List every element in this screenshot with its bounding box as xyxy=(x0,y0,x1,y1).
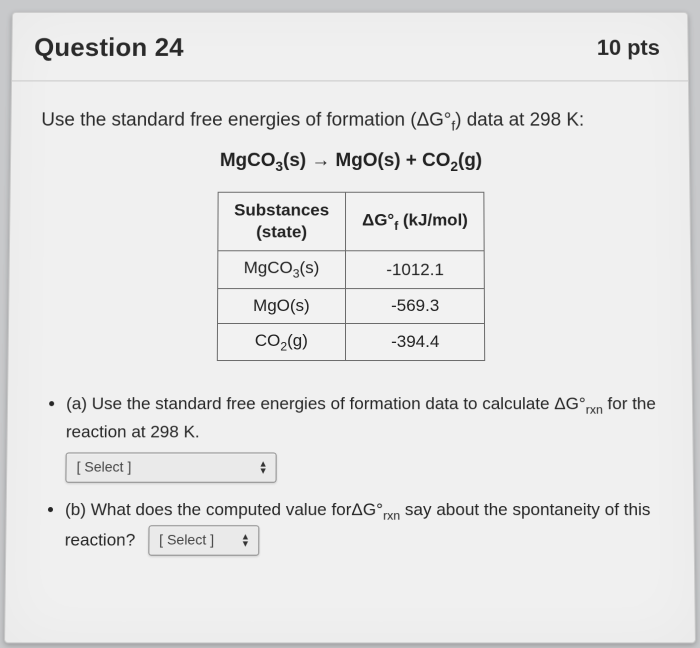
table-row: MgO(s) -569.3 xyxy=(217,288,485,323)
select-placeholder: [ Select ] xyxy=(76,456,131,478)
substance-cell: MgO(s) xyxy=(217,288,345,323)
table-row: MgCO3(s) -1012.1 xyxy=(217,251,484,288)
select-arrows-icon: ▲▼ xyxy=(241,534,250,548)
parts-list: (a) Use the standard free energies of fo… xyxy=(36,391,665,556)
value-cell: -394.4 xyxy=(346,323,485,360)
part-b: (b) What does the computed value forΔG°r… xyxy=(65,497,666,556)
col-deltag-header: ΔG°f (kJ/mol) xyxy=(346,192,485,251)
part-a: (a) Use the standard free energies of fo… xyxy=(65,391,664,482)
part-a-select[interactable]: [ Select ] ▲▼ xyxy=(65,452,276,482)
value-cell: -1012.1 xyxy=(346,251,485,288)
part-b-select[interactable]: [ Select ] ▲▼ xyxy=(148,525,259,555)
value-cell: -569.3 xyxy=(346,288,485,323)
select-placeholder: [ Select ] xyxy=(159,530,214,552)
substance-cell: MgCO3(s) xyxy=(217,251,345,288)
part-a-text: (a) Use the standard free energies of fo… xyxy=(66,394,656,442)
question-card: Question 24 10 pts Use the standard free… xyxy=(4,12,696,643)
table-row: CO2(g) -394.4 xyxy=(217,323,485,360)
question-points: 10 pts xyxy=(597,35,660,60)
data-table: Substances(state) ΔG°f (kJ/mol) MgCO3(s)… xyxy=(216,192,485,361)
table-header-row: Substances(state) ΔG°f (kJ/mol) xyxy=(218,192,485,251)
select-arrows-icon: ▲▼ xyxy=(259,460,268,474)
reaction-equation: MgCO3(s) → MgO(s) + CO2(g) xyxy=(41,151,662,174)
col-substances-header: Substances(state) xyxy=(218,192,346,251)
card-body: Use the standard free energies of format… xyxy=(6,81,694,580)
question-title: Question 24 xyxy=(34,32,184,62)
card-header: Question 24 10 pts xyxy=(12,13,688,82)
question-prompt: Use the standard free energies of format… xyxy=(41,107,661,137)
substance-cell: CO2(g) xyxy=(217,323,346,360)
